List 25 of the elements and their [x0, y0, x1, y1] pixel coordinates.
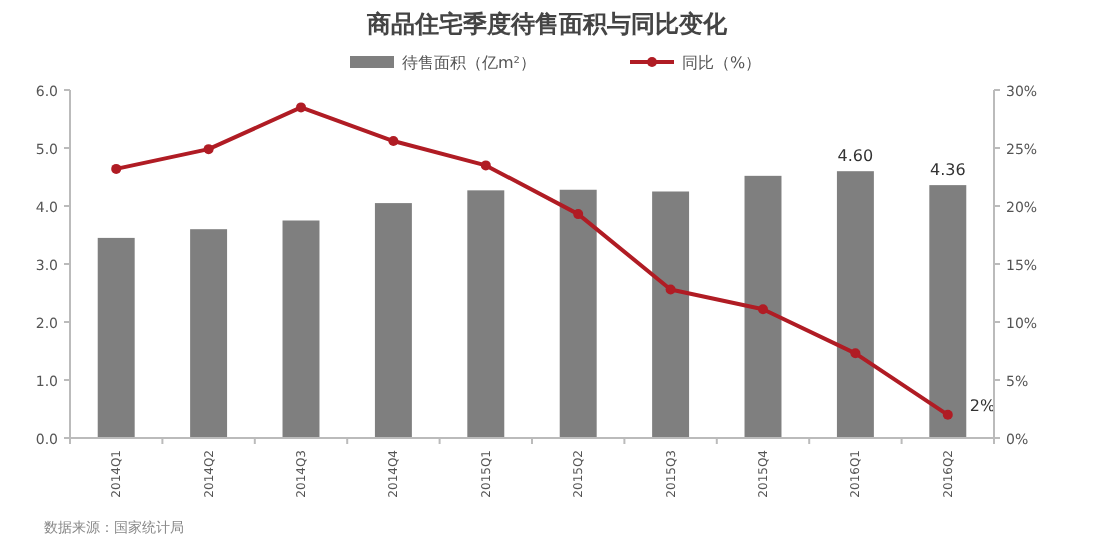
bar — [467, 190, 505, 438]
point — [573, 209, 584, 220]
bar — [559, 189, 597, 438]
legend-label: 待售面积（亿m²） — [402, 54, 536, 72]
point — [942, 409, 953, 420]
bar — [929, 185, 967, 438]
chart-title: 商品住宅季度待售面积与同比变化 — [365, 10, 729, 38]
point — [665, 284, 676, 295]
point — [388, 136, 399, 147]
point — [758, 304, 768, 315]
bar — [282, 220, 320, 438]
point — [111, 163, 122, 174]
bar — [744, 175, 782, 438]
bar — [190, 229, 228, 438]
point — [203, 144, 214, 155]
point — [296, 102, 306, 113]
bar — [374, 203, 412, 438]
data-label: 4.36 — [929, 161, 966, 180]
bar — [97, 237, 135, 438]
point — [850, 348, 861, 359]
point — [480, 160, 491, 171]
bar — [836, 171, 874, 438]
bar — [652, 191, 690, 438]
data-label: 4.60 — [837, 147, 874, 166]
legend-label: 同比（%） — [682, 54, 762, 72]
